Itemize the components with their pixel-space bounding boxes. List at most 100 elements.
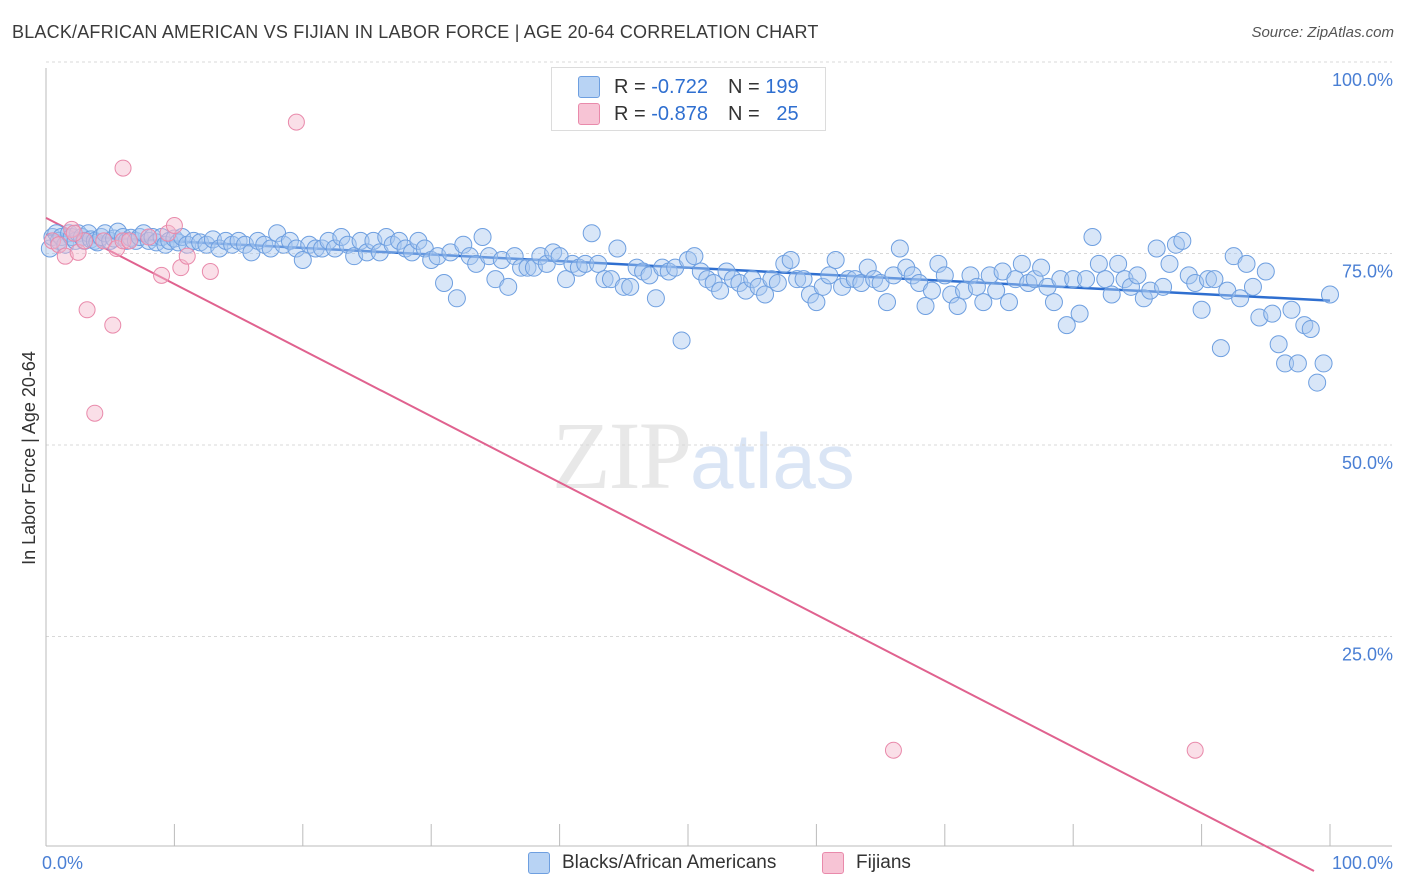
r-value: -0.878 (651, 102, 708, 125)
pink-point (140, 228, 158, 246)
source-credit: Source: ZipAtlas.com (1251, 24, 1394, 41)
watermark-atlas: atlas (690, 417, 855, 505)
blue-point (1109, 254, 1128, 273)
blue-point (473, 228, 492, 247)
tick-labels: 25.0% 50.0% 75.0% 100.0% 0.0% 100.0% In Labor … (19, 70, 1393, 873)
blue-point (1128, 266, 1147, 285)
blue-point (781, 251, 800, 270)
n-value: 199 (765, 75, 799, 98)
r-value: -0.722 (651, 75, 708, 98)
blue-point (704, 273, 723, 292)
blue-point (672, 331, 691, 350)
blue-point (1057, 316, 1076, 335)
blue-point (807, 293, 826, 312)
blue-point (499, 277, 518, 296)
blue-point (409, 231, 428, 250)
blue-point (858, 258, 877, 277)
blue-point (1276, 354, 1295, 373)
blue-point (1199, 270, 1218, 289)
blue-point (576, 254, 595, 273)
blue-point (1308, 373, 1327, 392)
blue-point (935, 266, 954, 285)
blue-point (820, 266, 839, 285)
blue-point (878, 293, 897, 312)
blue-point (1077, 270, 1096, 289)
blue-point (903, 266, 922, 285)
stats-legend: R = -0.722 N = 199 R = -0.878 N = 25 (551, 67, 826, 131)
blue-point (582, 224, 601, 243)
blue-point (1032, 258, 1051, 277)
blue-point (454, 235, 473, 254)
pink-point (95, 232, 113, 250)
blue-point (1089, 254, 1108, 273)
blue-point (788, 270, 807, 289)
blue-point (614, 277, 633, 296)
stats-legend-row-pink: R = -0.878 N = 25 (578, 102, 799, 126)
blue-point (505, 247, 524, 266)
series-legend: Blacks/African Americans Fijians (0, 852, 1406, 878)
blue-point (691, 262, 710, 281)
blue-point (768, 273, 787, 292)
blue-point (608, 239, 627, 258)
blue-point (1000, 293, 1018, 312)
blue-point (518, 258, 537, 277)
data-points (40, 113, 1339, 759)
blue-point (595, 270, 614, 289)
blue-point (1044, 293, 1063, 312)
blue-point (1301, 319, 1320, 338)
blue-point (916, 296, 935, 315)
grid-lines (46, 61, 1392, 637)
y-tick-label: 75.0% (1342, 262, 1393, 282)
blue-point (1064, 270, 1083, 289)
n-value: 25 (776, 102, 799, 125)
blue-point (1269, 335, 1288, 354)
legend-label: Blacks/African Americans (562, 852, 777, 873)
blue-point (1211, 339, 1230, 358)
blue-point (646, 289, 665, 308)
blue-point (1256, 262, 1275, 281)
blue-point (621, 277, 640, 296)
pink-point (153, 266, 171, 284)
blue-point (332, 228, 351, 247)
blue-point (743, 270, 762, 289)
pink-swatch (822, 852, 844, 874)
blue-point (1237, 254, 1256, 273)
legend-item-fijians: Fijians (822, 852, 911, 874)
blue-point (711, 281, 730, 300)
blue-point (961, 266, 980, 285)
blue-swatch (528, 852, 550, 874)
pink-point (884, 741, 902, 759)
pink-point (65, 224, 83, 242)
blue-point (1096, 270, 1115, 289)
blue-point (756, 285, 775, 304)
blue-point (897, 258, 916, 277)
blue-point (794, 270, 813, 289)
blue-point (890, 239, 909, 258)
n-label: N = (727, 102, 760, 125)
blue-point (512, 258, 531, 277)
blue-point (1321, 285, 1339, 304)
blue-point (1154, 277, 1173, 296)
pink-point (114, 159, 132, 177)
blue-point (717, 262, 736, 281)
blue-point (1263, 304, 1282, 323)
blue-point (1083, 228, 1102, 247)
blue-point (447, 289, 466, 308)
blue-point (1012, 254, 1031, 273)
pink-point (165, 217, 183, 235)
pink-point (104, 316, 122, 334)
blue-point (1102, 285, 1121, 304)
stats-legend-row-blue: R = -0.722 N = 199 (578, 75, 799, 99)
blue-point (390, 231, 409, 250)
blue-point (685, 247, 704, 266)
blue-point (435, 273, 454, 292)
blue-point (589, 254, 608, 273)
blue-point (1147, 239, 1166, 258)
pink-swatch (578, 103, 600, 125)
blue-point (293, 251, 312, 270)
pink-trend-line (45, 216, 1315, 872)
blue-point (826, 251, 845, 270)
blue-point (203, 230, 222, 249)
y-axis-title: In Labor Force | Age 20-64 (19, 351, 39, 565)
